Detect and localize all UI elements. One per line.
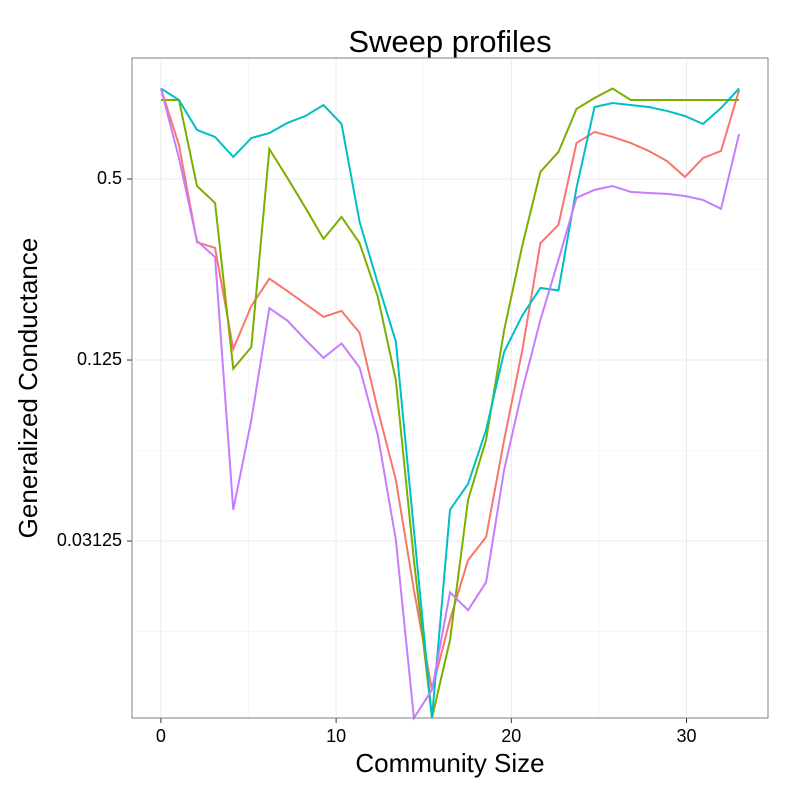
x-tick-label: 10 bbox=[326, 726, 346, 746]
y-tick-label: 0.125 bbox=[77, 349, 122, 369]
line bbox=[160, 87, 740, 719]
panel-border bbox=[131, 57, 769, 719]
x-axis-label: Community Size bbox=[355, 748, 544, 778]
line bbox=[160, 87, 740, 719]
x-tick-label: 20 bbox=[501, 726, 521, 746]
line bbox=[159, 88, 741, 691]
chart-title: Sweep profiles bbox=[348, 24, 551, 59]
x-tick-label: 0 bbox=[156, 726, 166, 746]
y-axis-label: Generalized Conductance bbox=[13, 238, 43, 539]
y-tick-label: 0.5 bbox=[97, 168, 122, 188]
y-tick-label: 0.03125 bbox=[57, 530, 122, 550]
x-tick-label: 30 bbox=[677, 726, 697, 746]
line bbox=[159, 88, 741, 721]
